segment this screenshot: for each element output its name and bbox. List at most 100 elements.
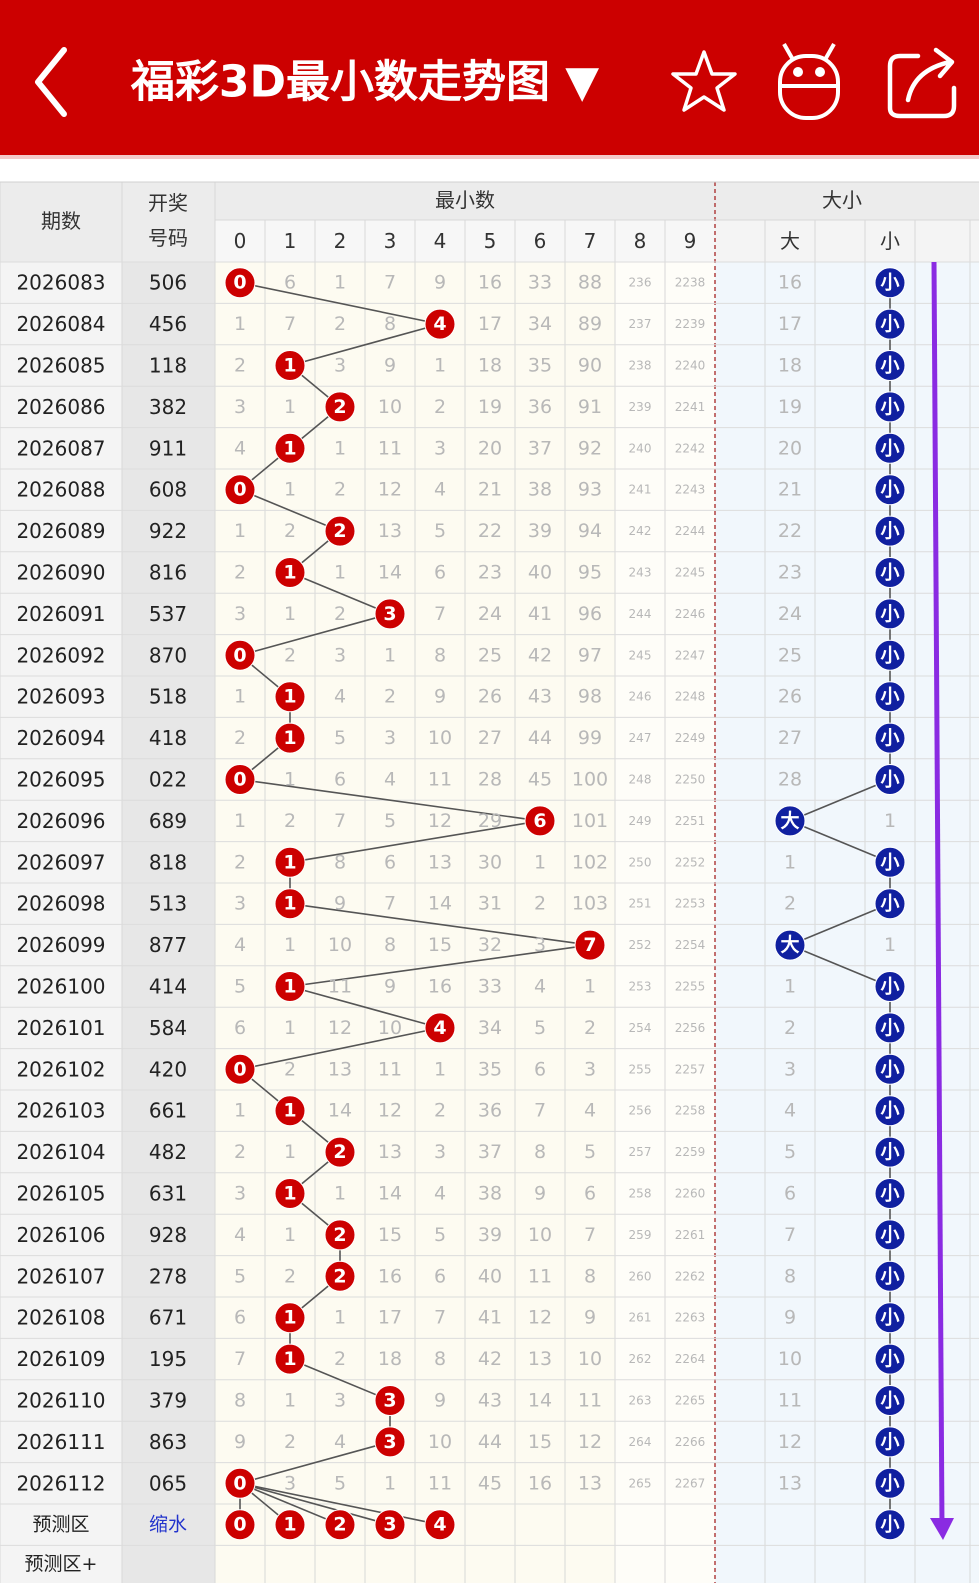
period: 2026091 bbox=[16, 602, 105, 626]
omission: 1 bbox=[384, 1472, 396, 1494]
omission: 14 bbox=[378, 1183, 402, 1205]
min-ball-label: 1 bbox=[283, 1183, 296, 1205]
omission: 236 bbox=[629, 276, 652, 290]
omission: 239 bbox=[629, 400, 652, 414]
omission: 13 bbox=[378, 1141, 402, 1163]
period: 2026098 bbox=[16, 892, 105, 916]
min-ball bbox=[224, 267, 256, 299]
period: 2026096 bbox=[16, 809, 105, 833]
back-button[interactable] bbox=[35, 47, 67, 117]
size-omission: 25 bbox=[778, 644, 802, 666]
omission: 12 bbox=[378, 1100, 402, 1122]
size-ball-label: 小 bbox=[880, 976, 899, 998]
omission: 6 bbox=[284, 272, 296, 294]
omission: 1 bbox=[334, 1183, 346, 1205]
omission: 3 bbox=[284, 1472, 296, 1494]
omission: 16 bbox=[378, 1265, 402, 1287]
size-trend-line bbox=[789, 944, 891, 988]
omission: 240 bbox=[629, 441, 652, 455]
size-ball-label: 小 bbox=[880, 644, 899, 666]
omission: 7 bbox=[234, 1348, 246, 1370]
omission: 1 bbox=[284, 1017, 296, 1039]
size-omission: 16 bbox=[778, 272, 802, 294]
omission: 93 bbox=[578, 479, 602, 501]
omission: 11 bbox=[428, 769, 452, 791]
omission: 42 bbox=[528, 644, 552, 666]
omission: 252 bbox=[629, 938, 652, 952]
omission: 8 bbox=[534, 1141, 546, 1163]
min-ball bbox=[274, 971, 306, 1002]
predict-line bbox=[239, 1482, 441, 1526]
omission: 2244 bbox=[675, 524, 706, 538]
omission: 45 bbox=[528, 769, 552, 791]
omission: 2 bbox=[284, 1265, 296, 1287]
omission: 4 bbox=[234, 934, 246, 956]
omission: 2248 bbox=[675, 690, 706, 704]
draw-number: 022 bbox=[149, 768, 187, 792]
omission: 2267 bbox=[675, 1476, 706, 1490]
page-title[interactable]: 福彩3D最小数走势图 ▼ bbox=[130, 57, 599, 108]
min-ball bbox=[224, 1467, 256, 1499]
share-button[interactable] bbox=[887, 47, 957, 119]
size-ball bbox=[874, 639, 906, 671]
min-ball-label: 1 bbox=[283, 1348, 296, 1370]
omission: 265 bbox=[629, 1476, 652, 1490]
size-omission: 5 bbox=[784, 1141, 796, 1163]
min-trend-line bbox=[239, 1441, 391, 1485]
omission: 36 bbox=[528, 396, 552, 418]
omission: 13 bbox=[328, 1058, 352, 1080]
size-ball bbox=[874, 267, 906, 299]
omission: 3 bbox=[234, 396, 246, 418]
min-ball bbox=[324, 515, 356, 547]
size-ball-label: 小 bbox=[880, 272, 899, 294]
favorite-button[interactable] bbox=[671, 50, 737, 112]
size-ball bbox=[874, 1136, 906, 1168]
omission: 1 bbox=[284, 934, 296, 956]
omission: 41 bbox=[528, 603, 552, 625]
omission: 1 bbox=[234, 686, 246, 708]
period: 2026095 bbox=[16, 768, 105, 792]
min-ball-label: 1 bbox=[283, 1307, 296, 1329]
omission: 1 bbox=[284, 396, 296, 418]
min-ball bbox=[274, 350, 306, 381]
omission: 43 bbox=[478, 1390, 502, 1412]
predict-size-ball bbox=[874, 1509, 906, 1541]
size-ball bbox=[874, 1095, 906, 1127]
size-ball-label: 小 bbox=[880, 396, 899, 418]
size-ball-label: 小 bbox=[880, 437, 899, 459]
size-ball bbox=[874, 1219, 906, 1251]
draw-number: 671 bbox=[149, 1306, 187, 1330]
omission: 2250 bbox=[675, 773, 706, 787]
omission: 11 bbox=[528, 1265, 552, 1287]
min-ball-label: 6 bbox=[533, 810, 546, 832]
size-ball-label: 小 bbox=[880, 1472, 899, 1494]
omission: 8 bbox=[584, 1265, 596, 1287]
omission: 45 bbox=[478, 1472, 502, 1494]
min-ball bbox=[274, 557, 306, 588]
omission: 2260 bbox=[675, 1187, 706, 1201]
min-ball bbox=[424, 1012, 456, 1044]
omission: 7 bbox=[284, 313, 296, 335]
omission: 13 bbox=[578, 1472, 602, 1494]
period: 2026088 bbox=[16, 478, 105, 502]
omission: 2243 bbox=[675, 483, 706, 497]
header-bg-size bbox=[715, 220, 979, 262]
omission: 1 bbox=[234, 520, 246, 542]
draw-number: 816 bbox=[149, 561, 187, 585]
omission: 5 bbox=[384, 810, 396, 832]
predict-line bbox=[239, 1482, 391, 1526]
robot-button[interactable] bbox=[778, 43, 840, 120]
omission: 2 bbox=[234, 355, 246, 377]
predict-size-ball-label: 小 bbox=[880, 1514, 899, 1536]
draw-number: 584 bbox=[149, 1016, 187, 1040]
header-digit: 3 bbox=[384, 229, 397, 253]
omission: 40 bbox=[528, 562, 552, 584]
omission: 237 bbox=[629, 317, 652, 331]
size-ball-label: 小 bbox=[880, 1183, 899, 1205]
draw-number: 877 bbox=[149, 933, 187, 957]
omission: 12 bbox=[328, 1017, 352, 1039]
draw-number: 870 bbox=[149, 643, 187, 667]
omission: 9 bbox=[584, 1307, 596, 1329]
min-trend-line bbox=[289, 571, 391, 615]
omission: 5 bbox=[334, 727, 346, 749]
